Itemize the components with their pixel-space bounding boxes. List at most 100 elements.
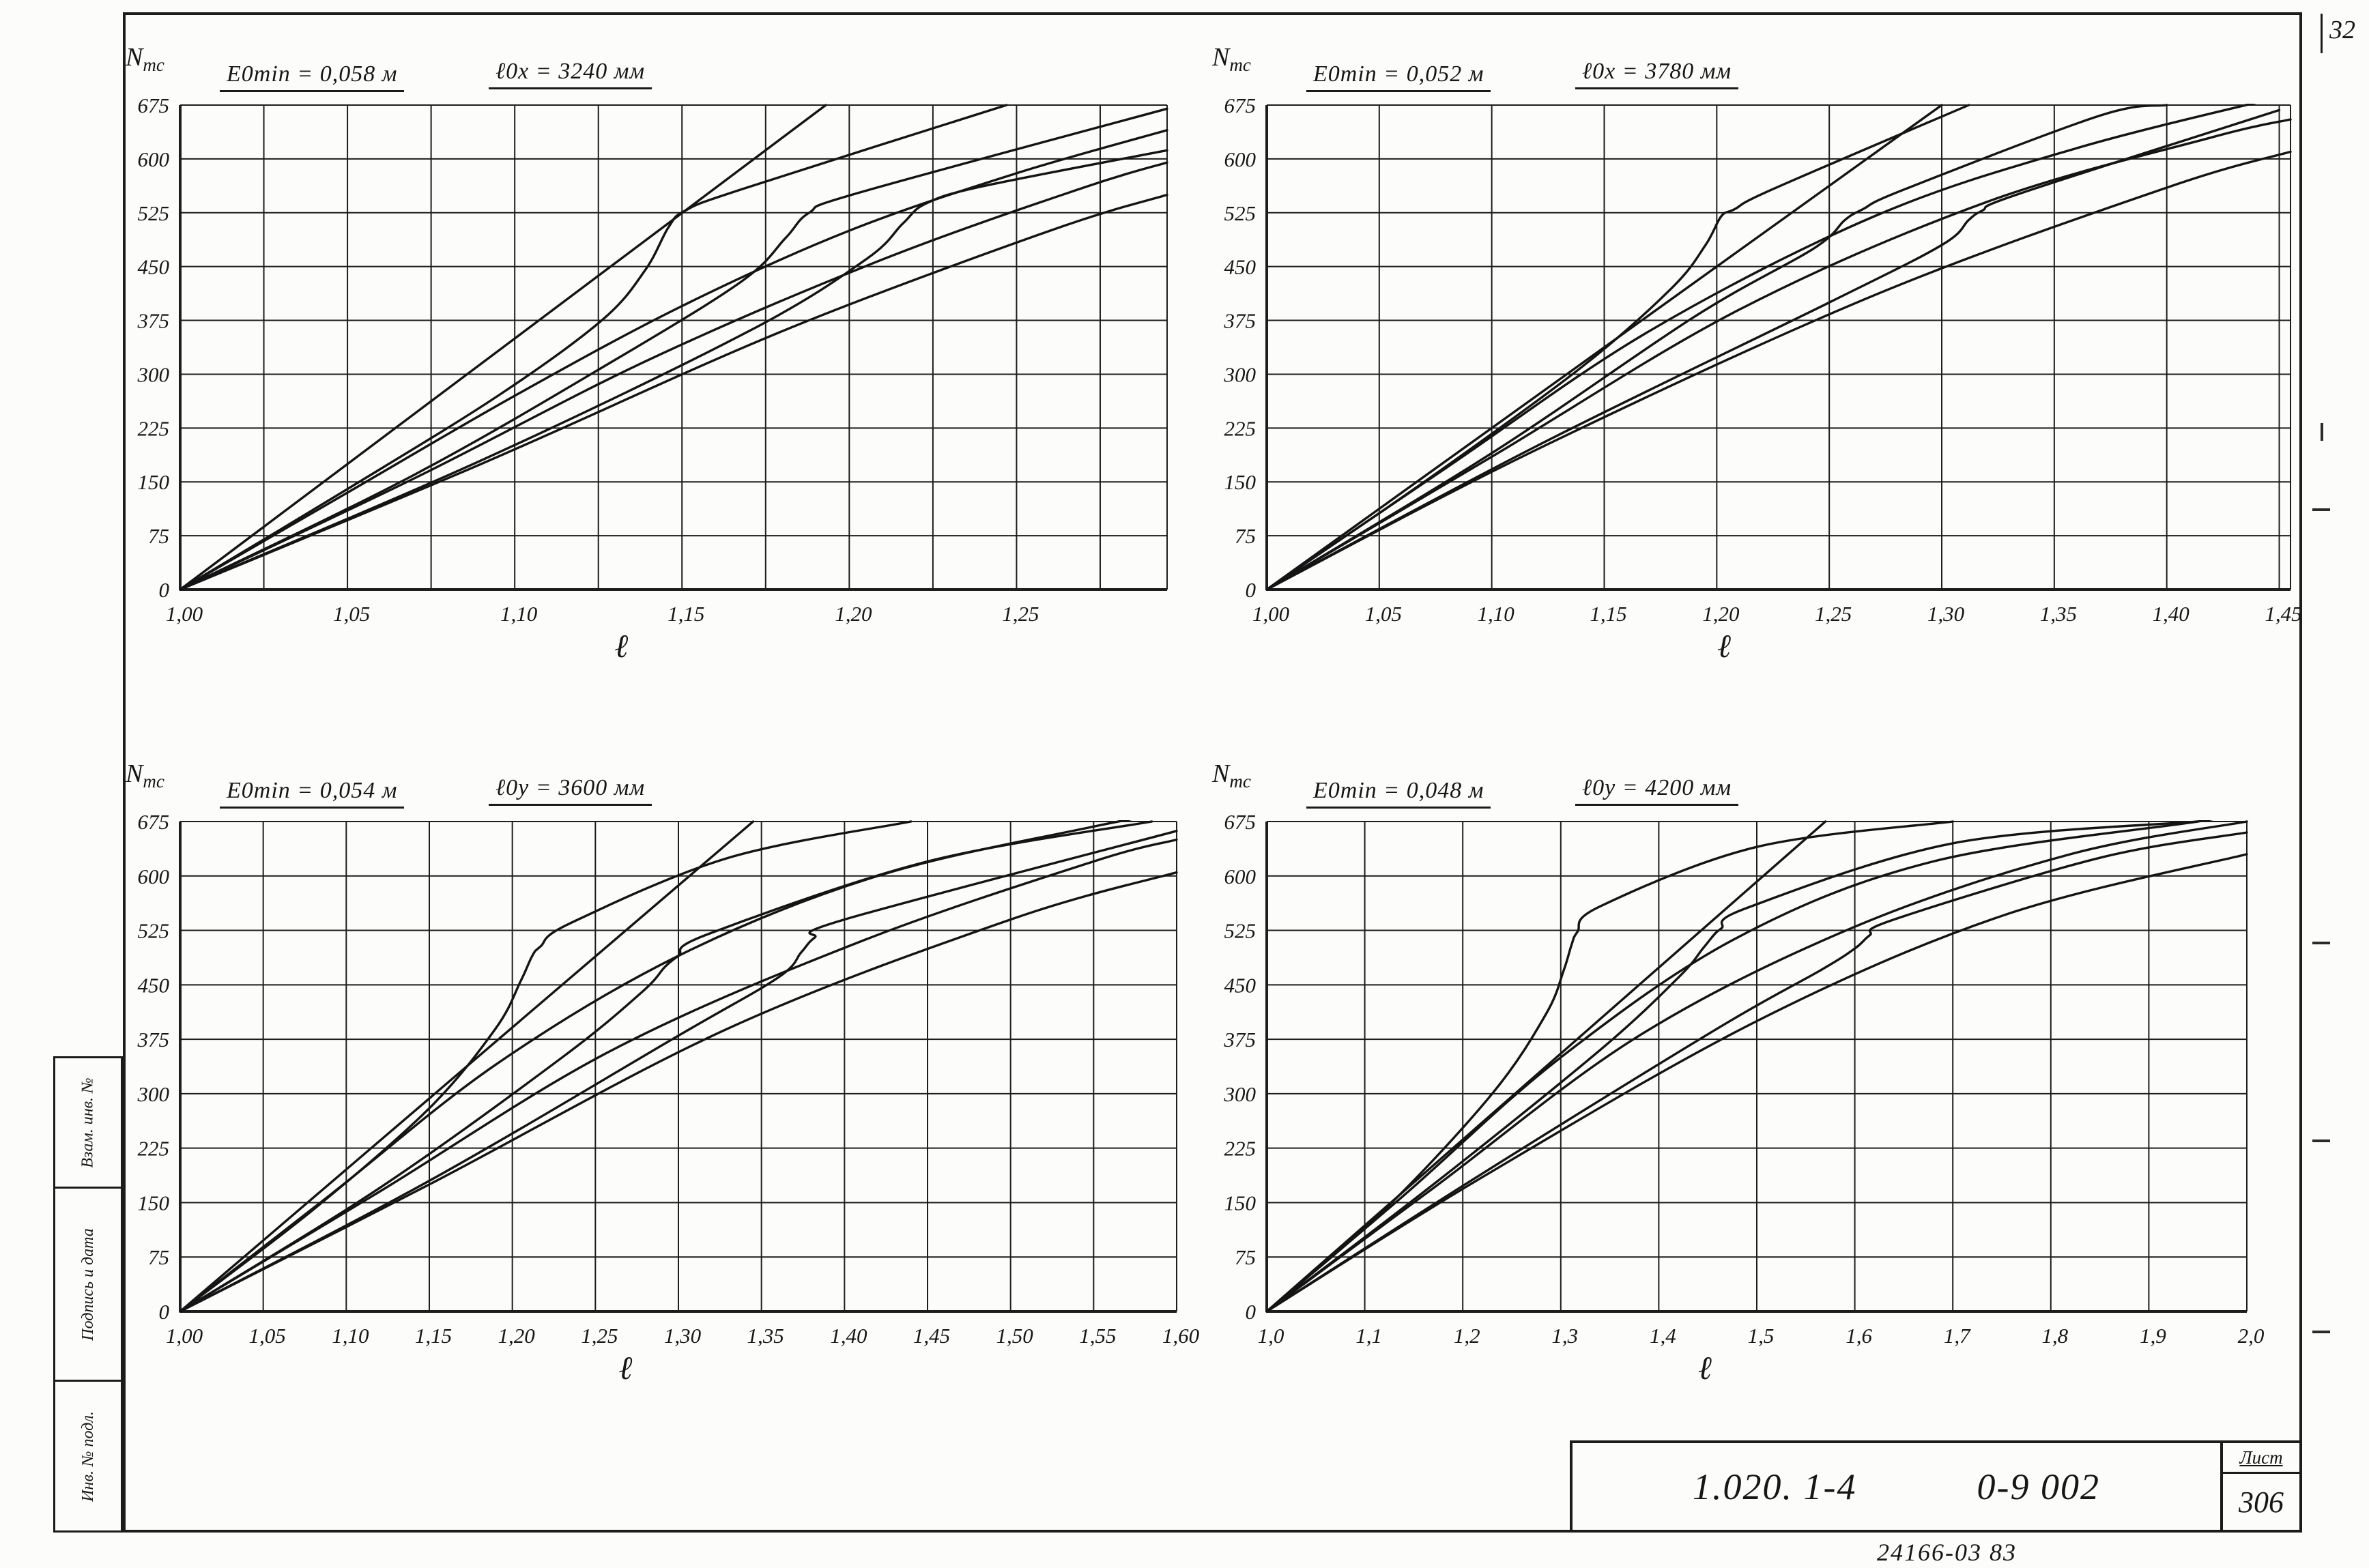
svg-text:1,25: 1,25 <box>1815 602 1852 626</box>
svg-text:375: 375 <box>137 309 170 333</box>
svg-text:1,55: 1,55 <box>1079 1324 1116 1348</box>
plot-area: 0 75 150 225 300 375 450 525 600 675 1,00 1,05 1,10 1… <box>137 93 1168 626</box>
svg-text:375: 375 <box>1224 1028 1257 1051</box>
svg-text:1,05: 1,05 <box>249 1324 286 1348</box>
svg-text:1,1: 1,1 <box>1355 1324 1382 1348</box>
margin-label: Инв. № подл. <box>78 1410 97 1502</box>
chart-param-e0min: E0min = 0,052 м <box>1306 61 1491 92</box>
chart-lox-3780: Nтс E0min = 0,052 м ℓ0x = 3780 мм 0 75 150… <box>1192 42 2338 684</box>
chart-param-length: ℓ0x = 3780 мм <box>1575 59 1739 89</box>
fold-mark <box>2312 1139 2330 1142</box>
fold-mark <box>2312 1331 2330 1333</box>
svg-text:150: 150 <box>138 470 170 494</box>
svg-text:450: 450 <box>1224 255 1257 279</box>
svg-text:0: 0 <box>1246 578 1257 602</box>
title-block-main: 1.020. 1-4 0-9 002 <box>1573 1443 2220 1530</box>
svg-text:1,6: 1,6 <box>1846 1324 1872 1348</box>
svg-text:1,25: 1,25 <box>581 1324 618 1348</box>
svg-text:0: 0 <box>159 1300 170 1324</box>
svg-text:450: 450 <box>138 255 170 279</box>
svg-text:600: 600 <box>138 865 170 888</box>
svg-text:1,20: 1,20 <box>498 1324 536 1348</box>
svg-text:675: 675 <box>138 93 170 117</box>
fold-mark <box>2312 942 2330 944</box>
svg-text:225: 225 <box>138 1137 170 1161</box>
margin-cell-inv-podl: Инв. № подл. <box>55 1382 121 1530</box>
svg-text:1,30: 1,30 <box>664 1324 702 1348</box>
svg-text:1,30: 1,30 <box>1927 602 1965 626</box>
fold-mark <box>2312 508 2330 511</box>
doc-number: 0-9 002 <box>1977 1466 2100 1507</box>
svg-text:1,60: 1,60 <box>1162 1324 1200 1348</box>
chart-param-length: ℓ0y = 3600 мм <box>489 775 652 806</box>
fold-mark <box>2321 423 2323 441</box>
svg-text:225: 225 <box>1224 1137 1257 1161</box>
svg-text:1,40: 1,40 <box>830 1324 867 1348</box>
svg-text:1,35: 1,35 <box>747 1324 784 1348</box>
svg-text:375: 375 <box>1224 309 1257 333</box>
svg-text:675: 675 <box>1224 810 1257 834</box>
svg-text:1,0: 1,0 <box>1258 1324 1284 1348</box>
corner-sheet-number: 32 <box>2321 14 2358 53</box>
svg-text:600: 600 <box>1224 865 1257 888</box>
plot-area: 0 75 150 225 300 375 450 525 600 675 1,00 1,05 1,10 1… <box>137 810 1200 1348</box>
svg-text:0: 0 <box>159 578 170 602</box>
chart-loy-4200: Nтс E0min = 0,048 м ℓ0y = 4200 мм 0 75 150… <box>1192 759 2295 1406</box>
doc-code: 1.020. 1-4 <box>1693 1466 1857 1507</box>
svg-text:225: 225 <box>138 416 170 440</box>
svg-text:1,20: 1,20 <box>1702 602 1740 626</box>
svg-text:75: 75 <box>1235 524 1256 548</box>
svg-text:1,9: 1,9 <box>2140 1324 2166 1348</box>
svg-text:75: 75 <box>148 524 169 548</box>
svg-text:525: 525 <box>1224 919 1257 943</box>
chart-param-e0min: E0min = 0,048 м <box>1306 778 1491 809</box>
svg-text:1,00: 1,00 <box>166 602 203 626</box>
svg-text:525: 525 <box>1224 201 1257 225</box>
svg-text:1,15: 1,15 <box>667 602 704 626</box>
svg-text:1,45: 1,45 <box>913 1324 950 1348</box>
y-axis-title: Nтс <box>1212 759 1251 792</box>
svg-text:300: 300 <box>1224 1082 1257 1106</box>
svg-text:1,00: 1,00 <box>1252 602 1290 626</box>
svg-text:675: 675 <box>1224 93 1257 117</box>
margin-label: Взам. инв. № <box>78 1077 97 1168</box>
plot-area: 0 75 150 225 300 375 450 525 600 675 1,0 1,1 1,2 1,3 1… <box>1224 810 2265 1348</box>
svg-text:450: 450 <box>138 973 170 997</box>
margin-label: Подпись и дата <box>78 1228 97 1341</box>
svg-text:1,40: 1,40 <box>2153 602 2190 626</box>
chart-param-length: ℓ0y = 4200 мм <box>1575 775 1739 806</box>
svg-text:300: 300 <box>137 362 170 386</box>
svg-text:600: 600 <box>1224 147 1257 171</box>
sheet-label: Лист <box>2223 1443 2299 1474</box>
x-axis-title: ℓ <box>614 628 629 665</box>
svg-text:150: 150 <box>138 1191 170 1215</box>
title-block: 1.020. 1-4 0-9 002 Лист 306 <box>1570 1440 2302 1533</box>
svg-text:1,25: 1,25 <box>1002 602 1039 626</box>
svg-text:1,8: 1,8 <box>2041 1324 2068 1348</box>
plot-area: 0 75 150 225 300 375 450 525 600 675 1,00 1,05 1,10 1… <box>1224 93 2302 626</box>
svg-text:300: 300 <box>137 1082 170 1106</box>
chart-lox-3240: Nтс E0min = 0,058 м ℓ0x = 3240 мм 0 75 150… <box>105 42 1215 684</box>
svg-text:675: 675 <box>138 810 170 834</box>
sheet-border-frame <box>123 12 2302 1533</box>
handwritten-note: 24166-03 83 <box>1877 1539 2017 1566</box>
svg-text:0: 0 <box>1246 1300 1257 1324</box>
svg-text:300: 300 <box>1224 362 1257 386</box>
svg-text:75: 75 <box>148 1245 169 1269</box>
svg-text:1,15: 1,15 <box>415 1324 452 1348</box>
margin-cell-podpis-data: Подпись и дата <box>55 1189 121 1382</box>
svg-text:1,4: 1,4 <box>1650 1324 1676 1348</box>
title-block-sheet-cell: Лист 306 <box>2220 1443 2299 1530</box>
svg-text:525: 525 <box>138 201 170 225</box>
svg-text:150: 150 <box>1224 1191 1257 1215</box>
svg-text:600: 600 <box>138 147 170 171</box>
chart-param-e0min: E0min = 0,054 м <box>220 778 405 809</box>
chart-param-length: ℓ0x = 3240 мм <box>489 59 652 89</box>
chart-param-e0min: E0min = 0,058 м <box>220 61 405 92</box>
svg-text:1,05: 1,05 <box>1365 602 1402 626</box>
x-axis-title: ℓ <box>1717 628 1731 665</box>
svg-text:1,3: 1,3 <box>1551 1324 1578 1348</box>
margin-stamp-column: Взам. инв. № Подпись и дата Инв. № подл. <box>53 1056 123 1533</box>
x-axis-title: ℓ <box>618 1350 633 1386</box>
